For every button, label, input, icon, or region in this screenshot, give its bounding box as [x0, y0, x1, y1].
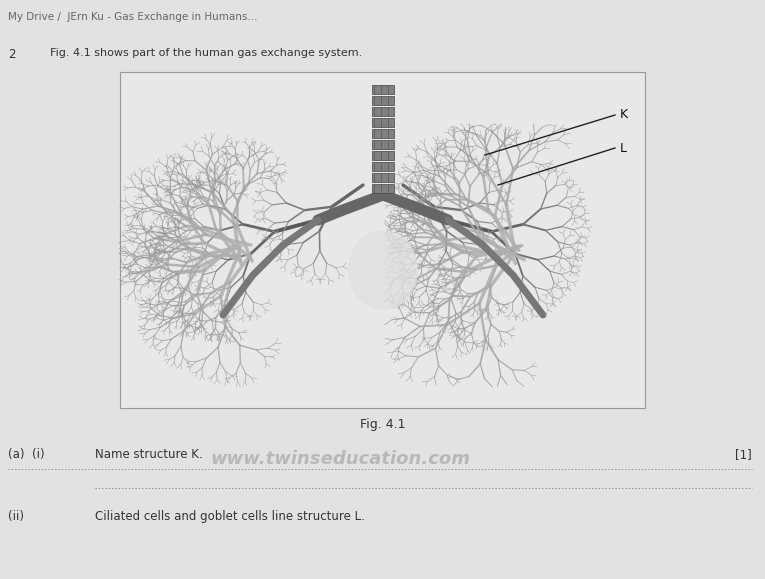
Text: Name structure K.: Name structure K. [95, 448, 203, 461]
FancyBboxPatch shape [372, 173, 394, 182]
Text: www.twinseducation.com: www.twinseducation.com [210, 450, 470, 468]
Text: Fig. 4.1: Fig. 4.1 [360, 418, 405, 431]
FancyBboxPatch shape [372, 96, 394, 105]
Text: My Drive /  JErn Ku - Gas Exchange in Humans...: My Drive / JErn Ku - Gas Exchange in Hum… [8, 12, 258, 22]
FancyBboxPatch shape [372, 107, 394, 116]
FancyBboxPatch shape [372, 85, 394, 94]
Ellipse shape [348, 230, 418, 310]
Text: (ii): (ii) [8, 510, 24, 523]
Text: Fig. 4.1 shows part of the human gas exchange system.: Fig. 4.1 shows part of the human gas exc… [50, 48, 363, 58]
Text: [1]: [1] [735, 448, 752, 461]
Text: 2: 2 [8, 48, 15, 61]
FancyBboxPatch shape [120, 72, 645, 408]
Text: L: L [620, 141, 627, 155]
FancyBboxPatch shape [372, 140, 394, 149]
Text: (a)  (i): (a) (i) [8, 448, 44, 461]
FancyBboxPatch shape [372, 184, 394, 193]
FancyBboxPatch shape [372, 151, 394, 160]
FancyBboxPatch shape [372, 118, 394, 127]
FancyBboxPatch shape [372, 162, 394, 171]
Text: Ciliated cells and goblet cells line structure L.: Ciliated cells and goblet cells line str… [95, 510, 365, 523]
FancyBboxPatch shape [372, 129, 394, 138]
Text: K: K [620, 108, 628, 122]
